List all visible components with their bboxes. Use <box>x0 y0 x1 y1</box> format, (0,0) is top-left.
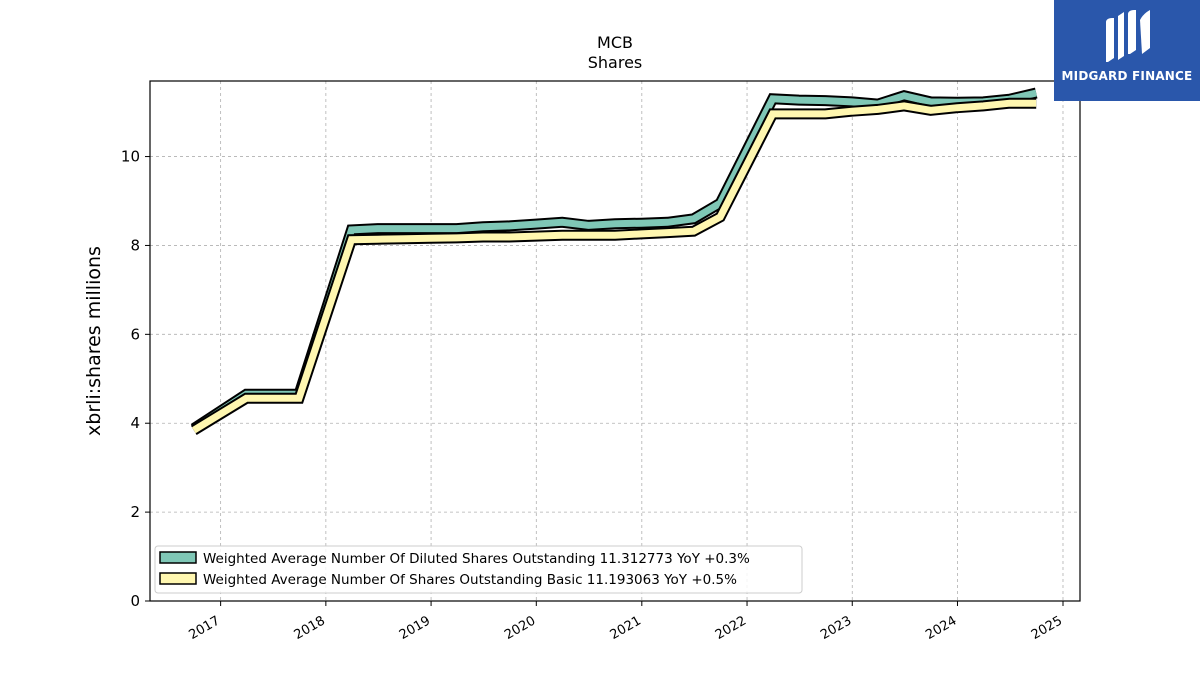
legend: Weighted Average Number Of Diluted Share… <box>154 545 803 594</box>
y-tick-label: 8 <box>130 236 140 254</box>
x-tick-label: 2023 <box>818 613 854 643</box>
legend-label-diluted: Weighted Average Number Of Diluted Share… <box>203 551 750 567</box>
midgard-finance-logo: MIDGARD FINANCE <box>1054 0 1200 101</box>
x-tick-label: 2017 <box>186 613 222 643</box>
y-tick-label: 0 <box>130 592 140 610</box>
logo-mark-icon <box>1106 10 1150 62</box>
x-tick-label: 2022 <box>713 613 749 643</box>
legend-label-basic: Weighted Average Number Of Shares Outsta… <box>203 572 737 588</box>
series-layer <box>190 87 1038 435</box>
plot-frame <box>149 80 1081 602</box>
x-tick-label: 2020 <box>502 613 538 643</box>
x-axis: 2017 2018 2019 2020 2021 2022 2023 2024 2025 <box>186 601 1065 643</box>
y-axis-label: xbrli:shares millions <box>83 246 105 436</box>
legend-swatch-diluted <box>159 551 197 564</box>
y-axis: 0 2 4 6 8 10 <box>121 148 150 610</box>
y-tick-label: 4 <box>130 414 140 432</box>
legend-swatch-basic <box>159 572 197 585</box>
x-tick-label: 2025 <box>1029 613 1065 643</box>
series-line-diluted <box>190 87 1038 434</box>
grid-lines <box>150 81 1080 602</box>
series-line-basic <box>190 97 1037 435</box>
legend-box <box>154 545 803 594</box>
series-line-diluted-outline <box>190 87 1038 434</box>
x-tick-label: 2019 <box>397 613 433 643</box>
y-tick-label: 10 <box>121 148 140 166</box>
y-tick-label: 2 <box>130 503 140 521</box>
x-tick-label: 2021 <box>608 613 644 643</box>
y-tick-label: 6 <box>130 325 140 343</box>
x-tick-label: 2024 <box>923 613 959 643</box>
series-line-basic-fill <box>191 99 1037 434</box>
x-tick-label: 2018 <box>292 613 328 643</box>
logo-text: MIDGARD FINANCE <box>1061 69 1193 83</box>
series-line-diluted-fill <box>191 89 1037 432</box>
chart-subtitle: Shares <box>588 53 643 72</box>
chart-title: MCB <box>597 33 633 52</box>
series-line-basic-outline <box>190 97 1037 435</box>
